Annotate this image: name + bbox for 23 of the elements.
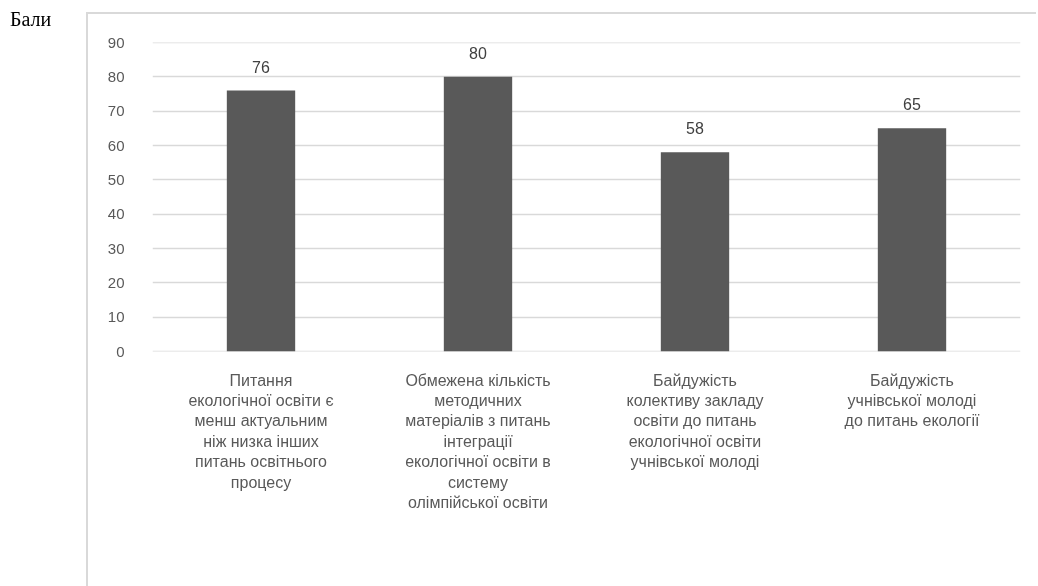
bar: [443, 76, 513, 352]
y-tick-label: 40: [107, 205, 125, 223]
bar: [877, 128, 947, 352]
y-tick-label: 80: [107, 67, 125, 85]
data-label: 80: [469, 44, 487, 62]
data-label: 65: [903, 96, 921, 114]
x-tick-label: Байдужість учнівської молоді до питань екології: [844, 371, 980, 430]
y-tick-label: 30: [107, 239, 125, 257]
y-tick-label: 10: [107, 308, 125, 326]
y-axis-title: Бали: [10, 7, 52, 32]
y-tick-label: 0: [116, 342, 125, 360]
bar: [660, 152, 730, 352]
y-tick-label: 60: [107, 136, 125, 154]
x-tick-label: Питання екологічної освіти є менш актуальним ніж низка інших питань освітнього процесу: [188, 371, 334, 491]
y-tick-label: 70: [107, 102, 125, 120]
bar: [226, 90, 296, 352]
y-tick-label: 50: [107, 170, 125, 188]
x-tick-label: Обмежена кількість методичних матеріалів з питань інтеграції екологічної освіти в систему олімпійської освіти: [405, 371, 551, 511]
data-label: 76: [252, 58, 270, 76]
y-tick-label: 90: [107, 33, 125, 51]
y-tick-label: 20: [107, 273, 125, 291]
data-label: 58: [686, 120, 704, 138]
x-tick-label: Байдужість колективу закладу освіти до питань екологічної освіти учнівської молоді: [626, 371, 764, 471]
